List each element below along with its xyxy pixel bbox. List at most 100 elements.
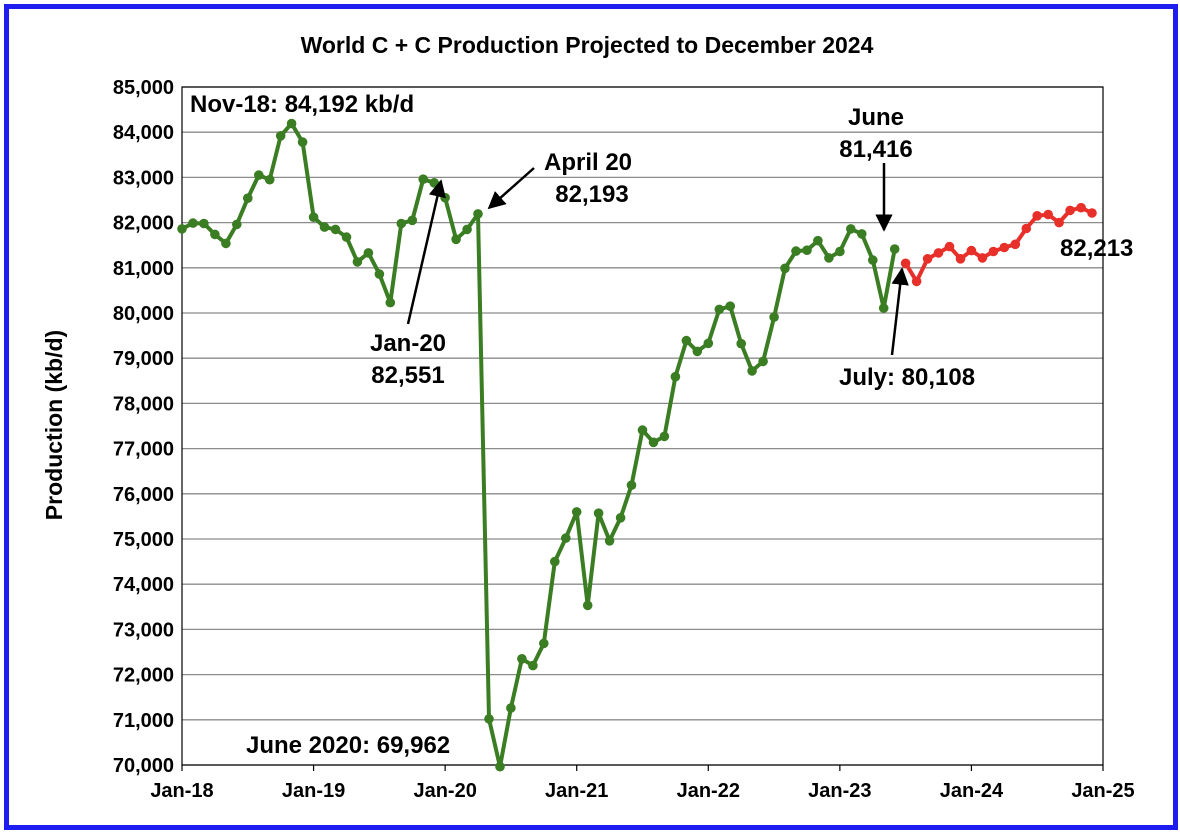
annotation-jan20-label: Jan-20 (370, 330, 446, 357)
data-point-actual (352, 257, 363, 267)
data-point-actual (780, 263, 790, 274)
data-point-actual (484, 714, 494, 724)
arrow-jan20 (406, 179, 446, 325)
data-point-actual (582, 600, 593, 611)
x-tick-label: Jan-25 (1071, 780, 1134, 802)
annotation-june-label: June (848, 104, 904, 131)
data-point-actual (703, 338, 714, 349)
data-point-actual (571, 507, 582, 517)
x-tick-label: Jan-21 (545, 780, 608, 802)
data-point-actual (506, 703, 516, 713)
data-point-actual (528, 660, 538, 671)
data-point-actual (243, 193, 253, 203)
data-point-projected (1010, 239, 1021, 250)
chart-title: World C + C Production Projected to Dece… (301, 32, 874, 58)
data-point-actual (593, 508, 604, 518)
data-point-actual (495, 761, 505, 772)
y-tick-label: 70,000 (113, 755, 174, 777)
arrow-july (890, 267, 909, 356)
data-point-actual (846, 224, 856, 234)
data-point-actual (626, 480, 637, 491)
y-tick-label: 80,000 (113, 303, 174, 325)
data-point-actual (681, 335, 692, 346)
plot-area (181, 86, 1104, 766)
y-tick-label: 74,000 (113, 574, 174, 596)
data-point-projected (999, 242, 1010, 253)
data-point-projected (1032, 211, 1042, 221)
data-point-actual (363, 248, 374, 258)
data-point-actual (637, 425, 648, 435)
data-point-actual (385, 297, 396, 308)
annotation-nov18: Nov-18: 84,192 kb/d (190, 91, 414, 118)
data-point-projected (1043, 209, 1053, 220)
x-tick-labels: Jan-18 Jan-19 Jan-20 Jan-21 Jan-22 Jan-23 Jan-… (150, 765, 1135, 802)
y-tick-label: 81,000 (113, 258, 174, 280)
y-tick-label: 85,000 (113, 77, 174, 99)
annotation-june-value: 81,416 (839, 136, 912, 163)
data-point-projected (933, 248, 944, 258)
data-point-actual (692, 346, 703, 357)
data-point-actual (221, 238, 231, 249)
data-point-actual (210, 229, 220, 240)
y-axis-label: Production (kb/d) (41, 330, 67, 520)
annotation-last-value: 82,213 (1060, 235, 1133, 262)
data-point-actual (824, 253, 834, 263)
data-point-actual (791, 246, 801, 256)
x-tick-label: Jan-20 (413, 780, 476, 802)
data-point-actual (878, 303, 889, 313)
y-tick-label: 72,000 (113, 665, 174, 687)
data-point-actual (429, 178, 440, 188)
y-tick-label: 77,000 (113, 439, 174, 461)
data-point-actual (308, 212, 319, 222)
data-point-actual (539, 638, 549, 649)
data-point-projected (911, 276, 922, 287)
y-tick-label: 76,000 (113, 484, 174, 506)
data-point-actual (407, 215, 418, 226)
data-point-actual (648, 437, 659, 448)
data-point-actual (889, 244, 900, 254)
data-point-projected (1065, 205, 1075, 216)
data-point-actual (736, 338, 746, 349)
data-point-actual (835, 246, 845, 257)
data-point-actual (341, 232, 352, 242)
data-point-actual (615, 513, 626, 523)
data-point-actual (769, 312, 779, 322)
data-point-actual (659, 431, 670, 442)
data-point-actual (177, 224, 187, 234)
data-point-actual (725, 301, 735, 312)
data-point-actual (747, 366, 757, 376)
annotation-june2020: June 2020: 69,962 (246, 732, 450, 759)
annotation-jan20-value: 82,551 (371, 362, 444, 389)
data-point-actual (802, 245, 812, 255)
data-point-projected (1054, 217, 1064, 228)
annotation-july: July: 80,108 (839, 364, 975, 391)
data-point-actual (286, 118, 297, 129)
data-point-actual (199, 218, 209, 229)
x-tick-label: Jan-24 (940, 780, 1004, 802)
y-tick-labels: 70,000 71,000 72,000 73,000 74,000 75,000 76,0… (113, 77, 174, 777)
data-point-actual (517, 654, 527, 664)
data-point-actual (604, 536, 615, 546)
chart-frame (4, 4, 1178, 830)
data-point-projected (922, 253, 933, 264)
data-point-actual (374, 269, 385, 279)
y-tick-label: 82,000 (113, 213, 174, 235)
data-point-projected (988, 246, 999, 257)
data-point-actual (319, 222, 330, 232)
data-point-actual (813, 235, 823, 246)
data-point-actual (297, 137, 308, 147)
x-tick-label: Jan-18 (150, 780, 213, 802)
data-point-projected (1076, 202, 1086, 213)
data-point-actual (550, 556, 560, 567)
y-tick-label: 83,000 (113, 167, 174, 189)
data-point-actual (670, 371, 681, 382)
x-tick-label: Jan-23 (808, 780, 871, 802)
arrow-april20 (487, 167, 535, 210)
y-tick-label: 71,000 (113, 710, 174, 732)
annotation-april20-value: 82,193 (555, 181, 628, 208)
data-point-projected (977, 253, 988, 263)
x-tick-label: Jan-22 (677, 780, 740, 802)
data-point-actual (440, 192, 450, 203)
data-point-projected (900, 258, 911, 269)
